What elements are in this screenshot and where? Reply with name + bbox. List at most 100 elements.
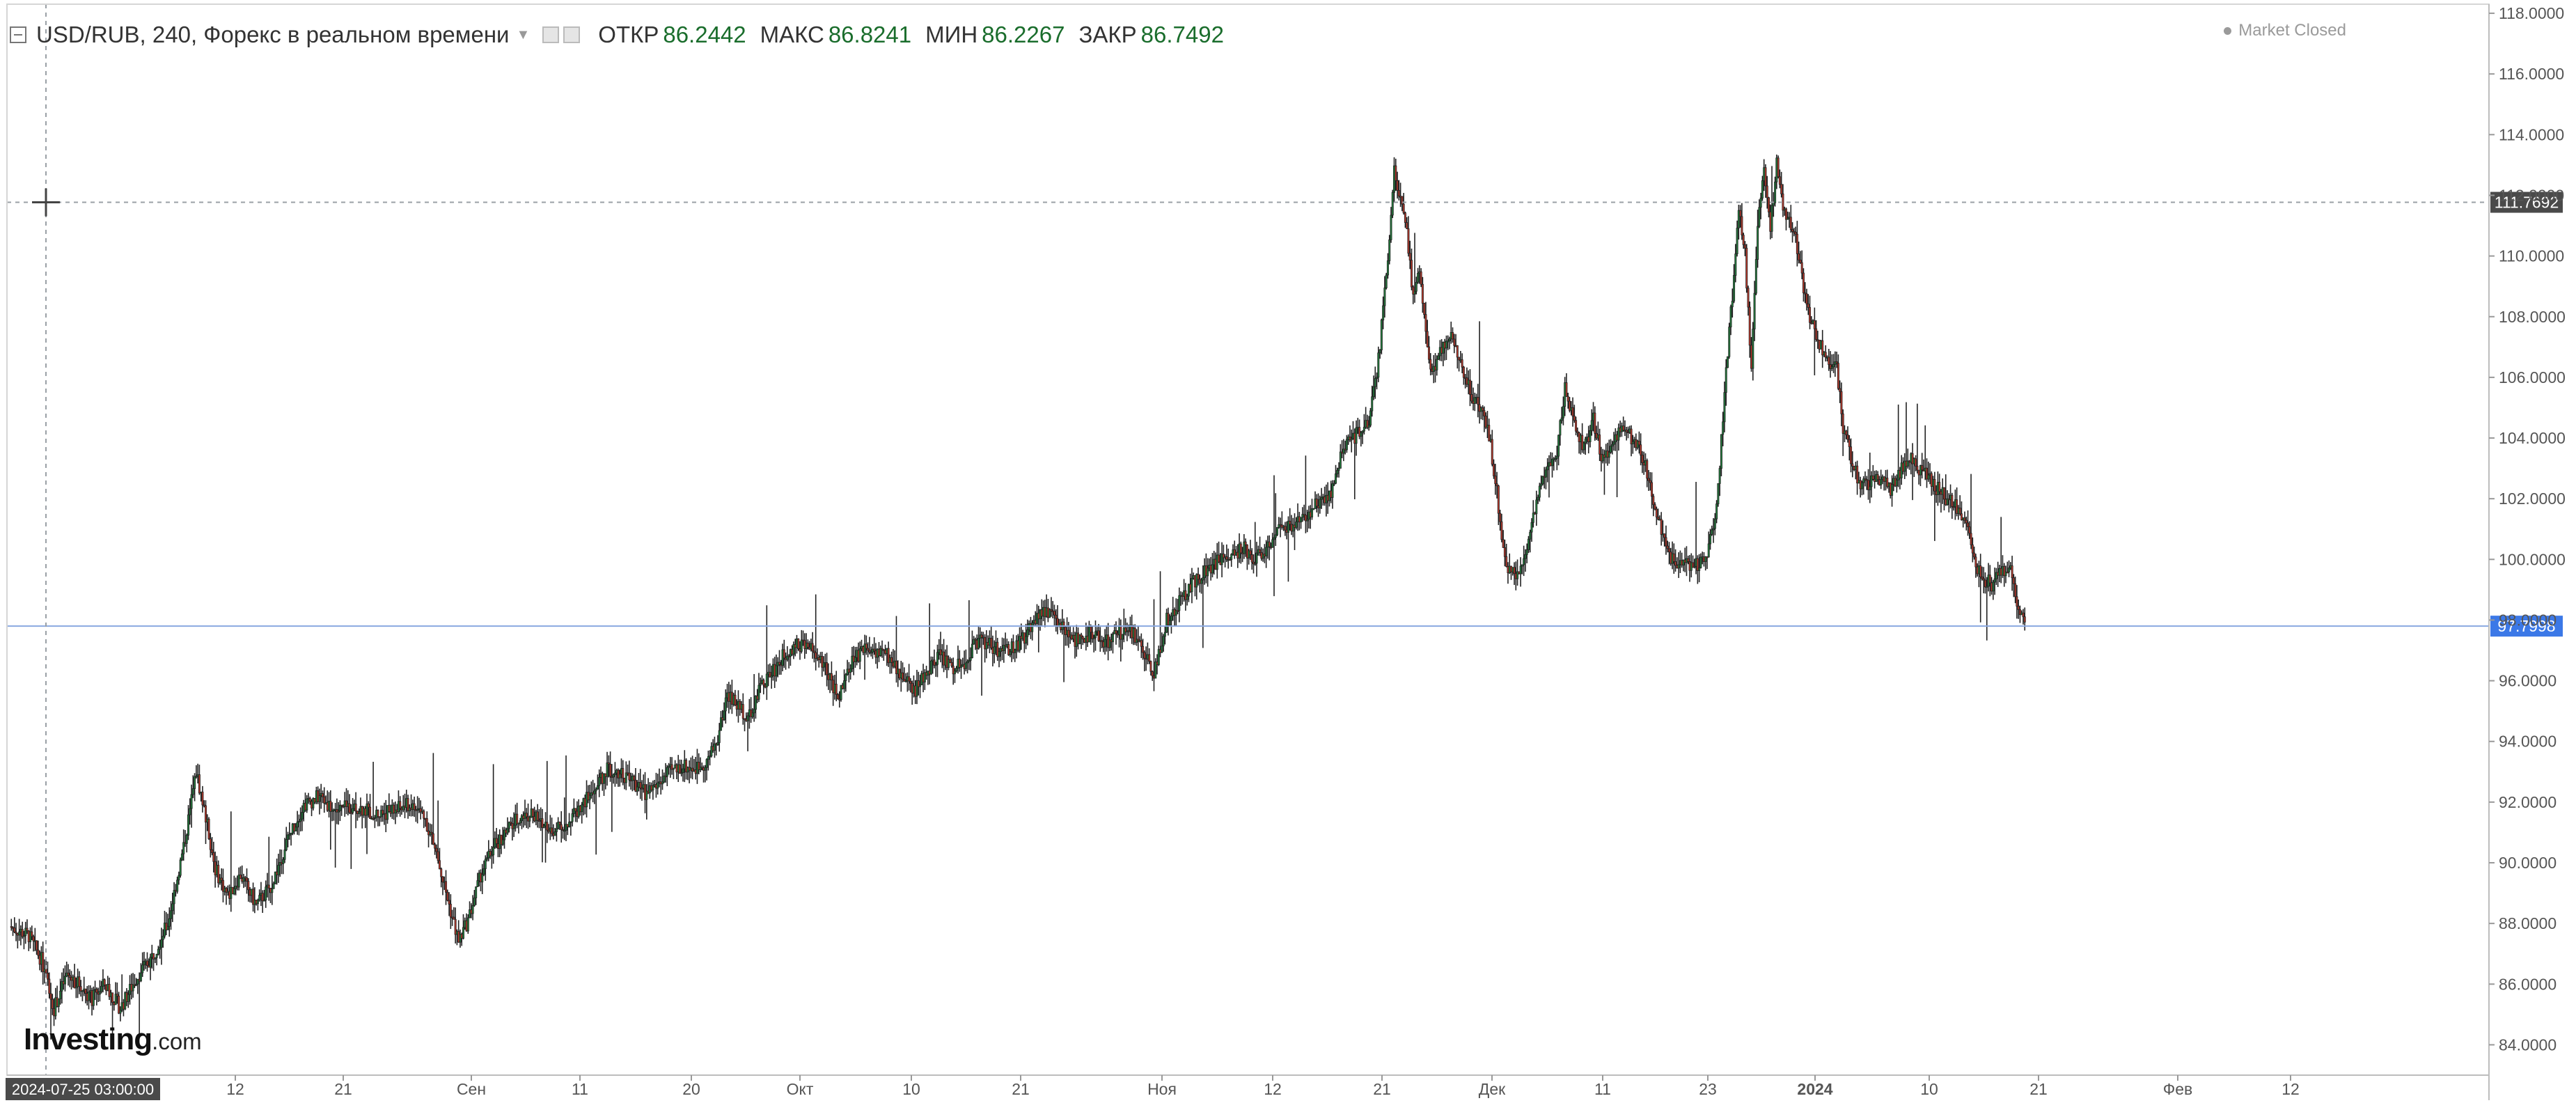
- candle-body-down: [909, 680, 912, 684]
- candle-body-down: [388, 805, 391, 812]
- candle-body-down: [1829, 364, 1832, 369]
- candle: [1622, 416, 1625, 432]
- candle: [233, 875, 235, 895]
- candle: [31, 925, 33, 941]
- candle: [1565, 373, 1568, 397]
- candle-body-up: [1442, 342, 1445, 354]
- candle: [1554, 455, 1557, 462]
- candle-body-up: [1957, 508, 1960, 514]
- candle: [258, 889, 261, 902]
- candle: [15, 923, 17, 941]
- candle-body-down: [419, 808, 422, 813]
- candle: [189, 798, 191, 825]
- settings-icon[interactable]: [563, 26, 581, 43]
- candle-body-down: [1864, 478, 1867, 480]
- candle-body-up: [506, 828, 509, 834]
- collapse-icon[interactable]: [10, 26, 26, 43]
- candle: [256, 898, 259, 911]
- candle-body-up: [1701, 556, 1704, 558]
- candle: [952, 657, 955, 685]
- candle-body-up: [277, 865, 280, 875]
- candle-body-down: [1802, 272, 1805, 294]
- candle: [1636, 439, 1639, 450]
- candle-body-down: [454, 918, 457, 935]
- candle: [48, 972, 51, 999]
- candle: [881, 640, 883, 658]
- candle-body-up: [88, 992, 91, 1001]
- candle: [849, 664, 852, 680]
- eye-icon[interactable]: [542, 26, 560, 43]
- candle: [845, 673, 847, 692]
- candle: [1699, 553, 1702, 569]
- candle-body-up: [1372, 386, 1375, 398]
- candle: [1974, 554, 1977, 578]
- candle-body-down: [685, 760, 688, 773]
- candle: [551, 818, 553, 837]
- candle: [1488, 418, 1491, 441]
- candle-body-up: [194, 776, 196, 789]
- candle: [1336, 467, 1339, 478]
- candle-body-down: [207, 818, 210, 839]
- candle: [854, 646, 856, 668]
- candle-body-down: [1595, 432, 1598, 439]
- candle: [1633, 437, 1636, 448]
- candle: [1101, 635, 1104, 648]
- candle-body-down: [1366, 420, 1369, 428]
- candle: [18, 918, 21, 941]
- candle-body-down: [1587, 437, 1590, 442]
- candle: [906, 672, 909, 692]
- candle: [1276, 526, 1279, 537]
- candle: [1300, 517, 1303, 529]
- candle: [1853, 465, 1855, 471]
- candle: [501, 827, 504, 846]
- candle: [685, 758, 688, 780]
- candle: [1997, 561, 2000, 587]
- candle-body-down: [1640, 444, 1642, 455]
- candle-body-up: [570, 821, 572, 823]
- candle: [939, 632, 942, 663]
- candle-body-down: [806, 642, 809, 648]
- candle: [1958, 495, 1961, 516]
- candle-body-up: [998, 651, 1000, 657]
- candle-body-down: [1935, 490, 1938, 495]
- candle: [720, 711, 723, 731]
- candle: [1581, 423, 1584, 453]
- candle-body-up: [680, 772, 683, 774]
- chevron-down-icon[interactable]: ▼: [516, 26, 531, 42]
- candle-body-up: [171, 903, 174, 912]
- candle-body-up: [770, 675, 773, 678]
- candle-body-up: [1154, 662, 1157, 679]
- candle-body-up: [716, 742, 719, 746]
- candle-body-down: [1062, 621, 1065, 628]
- candle-body-up: [870, 652, 872, 654]
- candle: [557, 817, 560, 830]
- candle: [1489, 434, 1492, 443]
- candle-body-down: [67, 972, 70, 976]
- candle-body-down: [1143, 652, 1146, 659]
- candle-body-down: [1067, 629, 1070, 638]
- candle-body-down: [1818, 340, 1821, 350]
- candle-body-up: [1104, 639, 1106, 648]
- candle-body-up: [1362, 427, 1365, 432]
- candle: [1395, 158, 1397, 191]
- candle-body-up: [1628, 428, 1631, 433]
- candle-body-down: [1578, 432, 1580, 442]
- candle: [1540, 475, 1543, 490]
- candle: [1655, 506, 1658, 526]
- candle-body-up: [233, 888, 235, 895]
- candle: [996, 638, 999, 662]
- candle: [1104, 629, 1106, 655]
- candle-body-up: [1523, 558, 1525, 565]
- candle-body-down: [830, 673, 833, 681]
- candle-body-up: [18, 931, 21, 936]
- candle: [114, 982, 117, 1006]
- candle-body-down: [1889, 483, 1892, 496]
- candle-body-up: [709, 756, 712, 758]
- candle: [553, 827, 556, 836]
- candle-body-up: [1049, 609, 1051, 618]
- candle: [393, 802, 395, 820]
- candle: [1163, 626, 1166, 645]
- candle: [1742, 233, 1745, 249]
